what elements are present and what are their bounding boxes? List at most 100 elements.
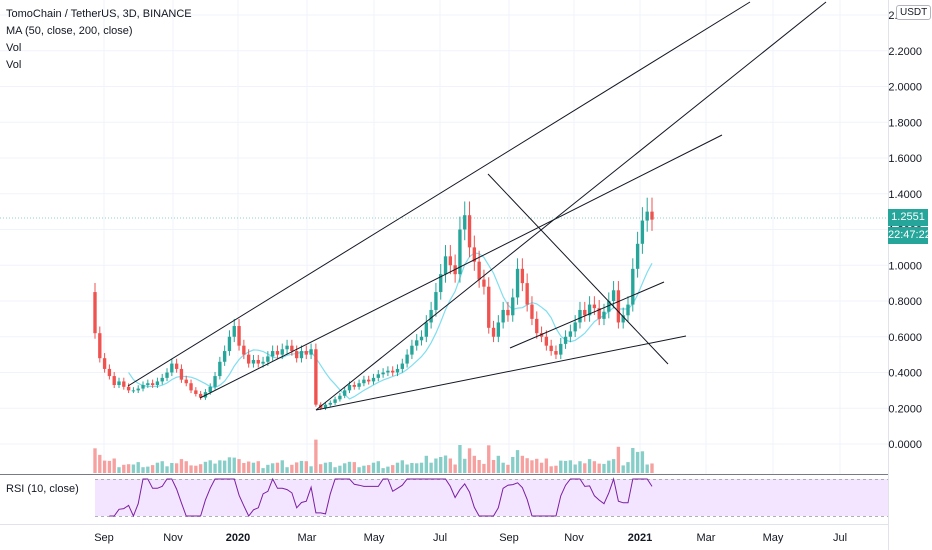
volume-bar — [150, 465, 155, 473]
volume-bar — [573, 464, 577, 473]
candles — [93, 197, 654, 411]
symbol-title[interactable]: TomoChain / TetherUS, 3D, BINANCE — [6, 8, 192, 20]
candle — [631, 268, 635, 305]
volume-bar — [304, 461, 308, 473]
candle — [367, 379, 371, 382]
candle — [616, 290, 621, 323]
x-tick-label: Sep — [94, 532, 114, 544]
candle — [261, 361, 265, 364]
candle — [184, 379, 188, 384]
candle — [290, 345, 294, 352]
ma-indicator-label[interactable]: MA (50, close, 200, close) — [6, 25, 133, 37]
volume-bar — [251, 462, 256, 473]
volume-bar — [309, 466, 313, 473]
steep-trendline[interactable] — [315, 1, 827, 411]
candle — [208, 386, 212, 393]
candle — [179, 368, 184, 380]
candle — [424, 322, 428, 337]
candle — [587, 304, 592, 316]
volume-bar — [602, 463, 606, 473]
volume-bar — [549, 466, 553, 473]
volume-bar — [410, 463, 414, 473]
candle — [347, 385, 352, 391]
y-tick-label: 0.4000 — [888, 368, 922, 380]
x-tick-label: Nov — [163, 532, 183, 544]
candle — [448, 256, 453, 266]
volume-bar — [266, 464, 270, 473]
volume-bar — [347, 461, 352, 473]
x-tick-label: Mar — [697, 532, 716, 544]
volume-bar — [184, 461, 188, 473]
candle — [611, 290, 616, 301]
volume-bar — [554, 465, 558, 473]
volume-bar — [270, 463, 275, 473]
candle — [559, 343, 563, 355]
legend: TomoChain / TetherUS, 3D, BINANCE MA (50… — [6, 6, 192, 74]
candle — [386, 370, 390, 373]
rsi-indicator-label[interactable]: RSI (10, close) — [6, 483, 79, 495]
candle — [535, 318, 539, 334]
volume-bar — [189, 465, 193, 473]
candle — [578, 309, 582, 323]
volume-bar — [357, 467, 361, 473]
trendlines[interactable] — [127, 1, 827, 411]
volume-bar — [198, 464, 203, 473]
volume-bar — [568, 460, 573, 473]
volume-bar — [544, 458, 549, 473]
volume-bar — [530, 460, 534, 473]
descending-trendline[interactable] — [487, 173, 669, 365]
candle — [467, 215, 472, 248]
candle — [487, 286, 491, 328]
countdown-tag: 22:47:22 — [888, 227, 931, 244]
candle — [194, 390, 198, 394]
volume-bar — [415, 463, 419, 473]
volume-bar — [299, 460, 304, 473]
candle — [362, 379, 366, 384]
volume-bar — [439, 457, 443, 473]
mid-channel-line[interactable] — [199, 134, 723, 399]
volume-bar — [165, 466, 169, 473]
wedge-upper-line[interactable] — [509, 281, 665, 349]
x-tick-label: Jul — [833, 532, 847, 544]
volume-bar — [650, 463, 654, 473]
candle — [160, 377, 164, 382]
volume-bar — [107, 460, 112, 473]
candle — [170, 363, 174, 373]
volume-indicator-label[interactable]: Vol — [6, 42, 22, 54]
volume-bar — [179, 459, 184, 473]
candle — [621, 315, 625, 323]
candle — [530, 304, 534, 319]
volume-bar — [227, 457, 232, 473]
volume-bar — [376, 461, 380, 473]
volume-bar — [237, 459, 241, 473]
candle — [443, 256, 448, 275]
candle — [251, 359, 256, 364]
volume-bar — [443, 455, 448, 473]
volume-bar — [525, 458, 529, 473]
volume-bar — [434, 458, 438, 473]
y-tick-label: 0.6000 — [888, 332, 922, 344]
candle — [122, 381, 126, 387]
candle — [463, 215, 467, 230]
candle — [491, 327, 496, 337]
volume-bar — [98, 454, 102, 473]
x-tick-label: Nov — [564, 532, 584, 544]
candle — [232, 326, 236, 337]
upper-channel-line[interactable] — [127, 1, 751, 387]
volume-bar — [607, 460, 611, 473]
time-axis[interactable]: Sep Nov 2020 Mar May Jul Sep Nov 2021 Mar May Jul — [94, 532, 847, 544]
candle — [213, 376, 217, 387]
candle — [458, 229, 462, 275]
candle — [136, 388, 140, 391]
y-tick-label: 1.8000 — [888, 117, 922, 129]
volume-bar — [520, 455, 525, 473]
volume-bar — [146, 466, 150, 473]
volume-bar — [640, 451, 645, 473]
volume-indicator-label-2[interactable]: Vol — [6, 59, 22, 71]
lower-support-line[interactable] — [315, 335, 687, 411]
candle — [328, 402, 332, 405]
candle — [439, 274, 443, 293]
currency-badge[interactable]: USDT — [896, 5, 932, 20]
